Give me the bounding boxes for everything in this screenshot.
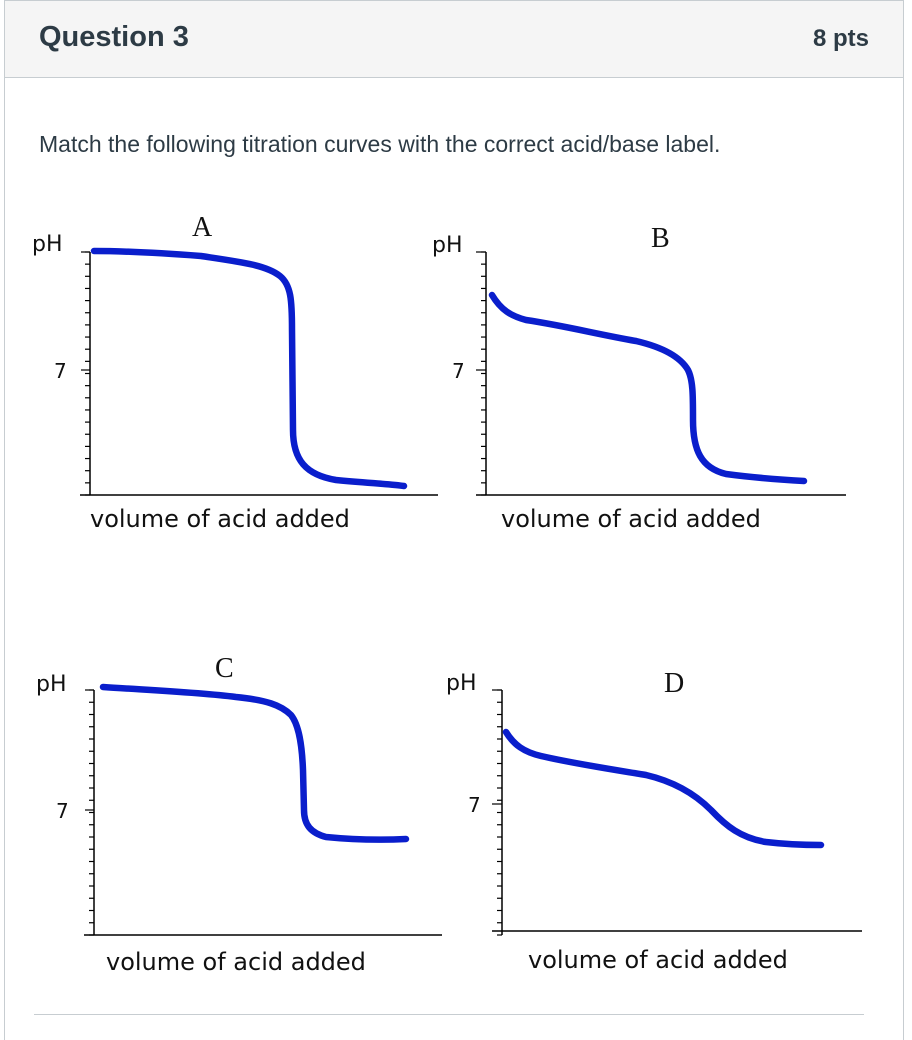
panel-a-curve: [90, 247, 408, 490]
bottom-divider: [34, 1014, 864, 1015]
panel-b-seven-label: 7: [452, 359, 465, 383]
panel-c-seven-label: 7: [56, 799, 69, 823]
panel-c-x-label: volume of acid added: [106, 948, 366, 976]
panel-b: B pH 7 volume of acid added: [432, 223, 846, 533]
panel-a: A pH 7 volume of acid added: [32, 212, 438, 533]
panel-c-curve: [99, 683, 410, 843]
panel-b-ticks: [481, 251, 486, 496]
panel-b-ph-label: pH: [432, 233, 463, 258]
panel-letter-c: C: [215, 653, 234, 684]
panel-c-ph-label: pH: [36, 672, 67, 697]
panel-c-ticks: [89, 689, 94, 936]
panel-b-x-label: volume of acid added: [501, 505, 761, 533]
panel-d-x-label: volume of acid added: [528, 946, 788, 974]
panel-a-ph-label: pH: [32, 232, 63, 257]
panel-letter-a: A: [192, 212, 213, 243]
question-header: Question 3 8 pts: [5, 1, 903, 78]
panel-b-curve: [488, 291, 808, 485]
panel-d-curve: [502, 728, 825, 849]
question-card: Question 3 8 pts Match the following tit…: [4, 0, 904, 1040]
panel-a-seven-label: 7: [54, 359, 67, 383]
panel-b-y-axis: [476, 251, 487, 496]
panel-d-seven-label: 7: [468, 793, 481, 817]
panel-d-y-axis: [492, 689, 503, 936]
panel-letter-d: D: [664, 668, 684, 699]
panel-a-x-label: volume of acid added: [90, 505, 350, 533]
panel-d: D pH 7 volume of acid added: [446, 668, 862, 974]
question-prompt: Match the following titration curves wit…: [39, 131, 721, 157]
question-title: Question 3: [39, 21, 189, 53]
panel-d-ticks: [497, 689, 502, 936]
panel-c: C pH 7 volume of acid added: [36, 653, 442, 976]
panel-c-y-axis: [85, 689, 95, 936]
panel-letter-b: B: [651, 223, 670, 254]
question-points: 8 pts: [812, 25, 869, 52]
panel-a-y-axis: [81, 251, 91, 496]
panel-d-ph-label: pH: [446, 671, 477, 696]
panel-a-ticks: [85, 251, 90, 496]
